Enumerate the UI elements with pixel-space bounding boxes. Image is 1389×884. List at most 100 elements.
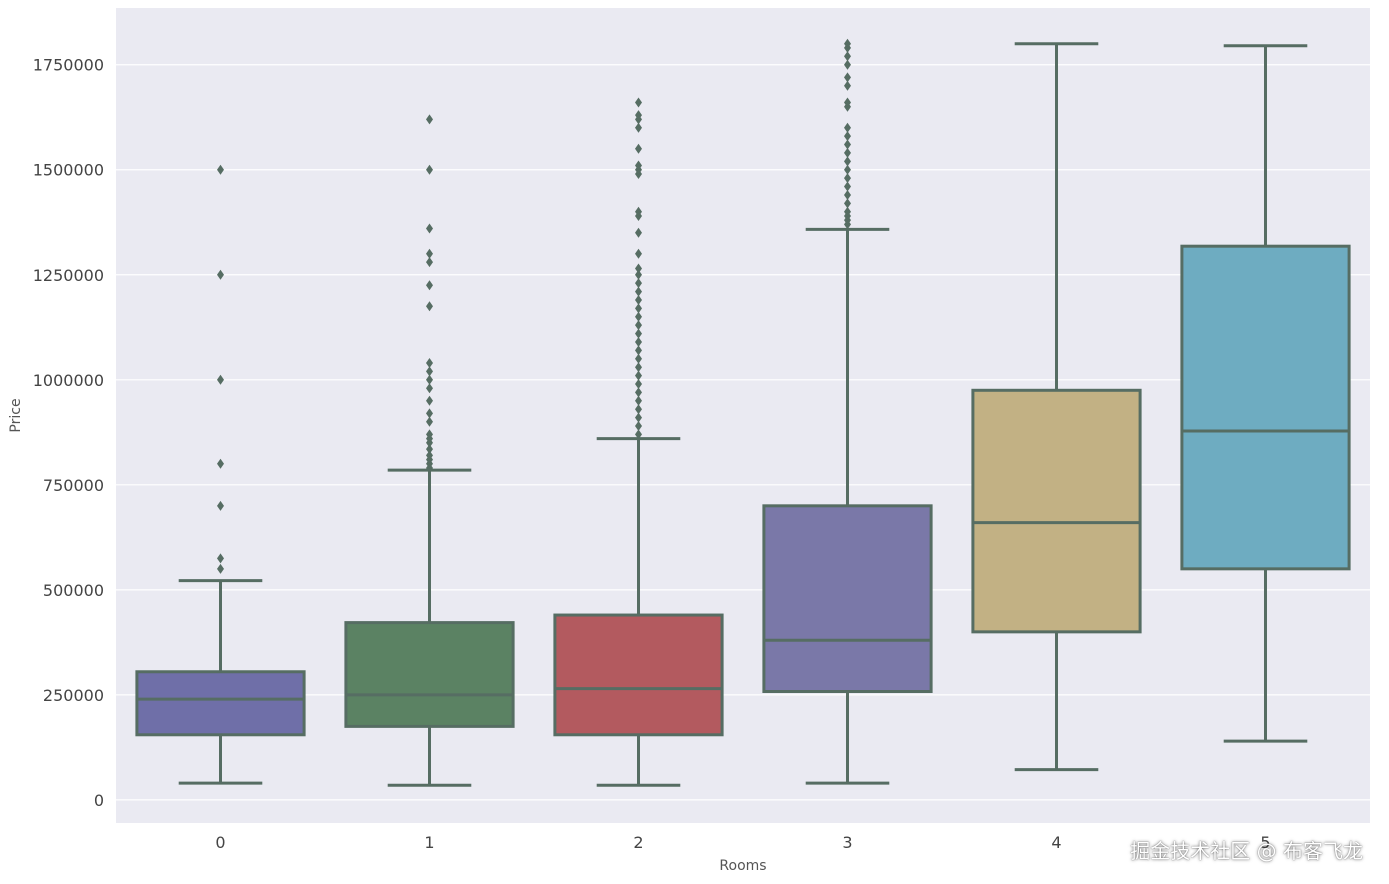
outlier-point xyxy=(217,563,224,574)
outlier-point xyxy=(635,97,642,108)
outlier-point xyxy=(844,51,851,62)
outlier-point xyxy=(635,412,642,423)
outlier-point xyxy=(635,336,642,347)
x-tick-label: 3 xyxy=(842,833,852,852)
box-5 xyxy=(1180,44,1351,743)
outlier-point xyxy=(635,278,642,289)
outlier-point xyxy=(635,311,642,322)
outlier-point xyxy=(844,147,851,158)
outlier-point xyxy=(217,164,224,175)
outlier-point xyxy=(426,164,433,175)
box-series xyxy=(135,38,1351,787)
outlier-point xyxy=(426,257,433,268)
outlier-point xyxy=(426,450,433,461)
outlier-point xyxy=(426,223,433,234)
y-axis-label: Price xyxy=(8,398,24,432)
outlier-point xyxy=(844,206,851,217)
outlier-point xyxy=(635,345,642,356)
outlier-point xyxy=(844,189,851,200)
box-1 xyxy=(344,114,515,787)
outlier-point xyxy=(635,269,642,280)
outlier-point xyxy=(217,269,224,280)
y-tick-label: 1000000 xyxy=(33,371,104,390)
outlier-point xyxy=(844,131,851,142)
box-4 xyxy=(971,42,1142,772)
box-0 xyxy=(135,164,306,785)
outlier-point xyxy=(844,164,851,175)
outlier-point xyxy=(426,366,433,377)
outlier-point xyxy=(844,72,851,83)
outlier-point xyxy=(635,263,642,274)
outlier-point xyxy=(426,429,433,440)
box-body xyxy=(135,670,306,737)
outlier-point xyxy=(635,328,642,339)
outlier-point xyxy=(635,395,642,406)
x-tick-label: 5 xyxy=(1260,833,1270,852)
outlier-point xyxy=(844,97,851,108)
outlier-point xyxy=(426,408,433,419)
box-3 xyxy=(762,38,933,785)
outlier-point xyxy=(635,387,642,398)
outlier-point xyxy=(635,248,642,259)
outlier-point xyxy=(635,429,642,440)
outlier-point xyxy=(635,227,642,238)
watermark: 掘金技术社区 @ 布客飞龙 xyxy=(1130,839,1363,863)
outlier-point xyxy=(844,198,851,209)
box-body xyxy=(762,504,933,694)
outlier-point xyxy=(426,114,433,125)
plot-background xyxy=(116,8,1370,823)
outlier-point xyxy=(844,59,851,70)
outlier-point xyxy=(426,444,433,455)
outlier-point xyxy=(635,378,642,389)
y-tick-label: 0 xyxy=(94,791,104,810)
outlier-point xyxy=(426,374,433,385)
outlier-point xyxy=(844,80,851,91)
y-tick-label: 1750000 xyxy=(33,56,104,75)
y-axis-ticks: 0 250000 500000 750000 1000000 1250000 1500000… xyxy=(33,56,104,810)
outlier-point xyxy=(426,395,433,406)
y-tick-label: 750000 xyxy=(43,476,104,495)
box-body xyxy=(344,621,515,728)
box-body xyxy=(553,613,724,737)
outlier-point xyxy=(635,110,642,121)
outlier-point xyxy=(635,160,642,171)
y-tick-label: 1500000 xyxy=(33,161,104,180)
outlier-point xyxy=(635,206,642,217)
outlier-point xyxy=(635,294,642,305)
outlier-point xyxy=(635,421,642,432)
y-tick-label: 250000 xyxy=(43,686,104,705)
outlier-point xyxy=(635,143,642,154)
outlier-point xyxy=(217,374,224,385)
outlier-point xyxy=(844,139,851,150)
outlier-point xyxy=(635,122,642,133)
x-axis-label: Rooms xyxy=(719,858,766,874)
outlier-point xyxy=(635,404,642,415)
x-tick-label: 4 xyxy=(1051,833,1061,852)
outlier-point xyxy=(217,458,224,469)
outlier-point xyxy=(426,357,433,368)
outlier-point xyxy=(635,286,642,297)
outlier-point xyxy=(844,122,851,133)
x-tick-label: 0 xyxy=(215,833,225,852)
outlier-point xyxy=(217,500,224,511)
outlier-point xyxy=(426,301,433,312)
outlier-point xyxy=(635,362,642,373)
outlier-point xyxy=(426,248,433,259)
outlier-point xyxy=(426,280,433,291)
x-axis-ticks: 0 1 2 3 4 5 xyxy=(215,833,1270,852)
outlier-point xyxy=(635,303,642,314)
outlier-point xyxy=(844,156,851,167)
outlier-point xyxy=(635,320,642,331)
grid-lines xyxy=(116,64,1370,801)
box-body xyxy=(1180,244,1351,571)
outlier-point xyxy=(426,383,433,394)
outlier-point xyxy=(217,553,224,564)
x-tick-label: 1 xyxy=(424,833,434,852)
y-tick-label: 1250000 xyxy=(33,266,104,285)
outlier-point xyxy=(635,370,642,381)
outlier-point xyxy=(426,416,433,427)
box-2 xyxy=(553,97,724,787)
box-body xyxy=(971,388,1142,634)
outlier-point xyxy=(844,173,851,184)
